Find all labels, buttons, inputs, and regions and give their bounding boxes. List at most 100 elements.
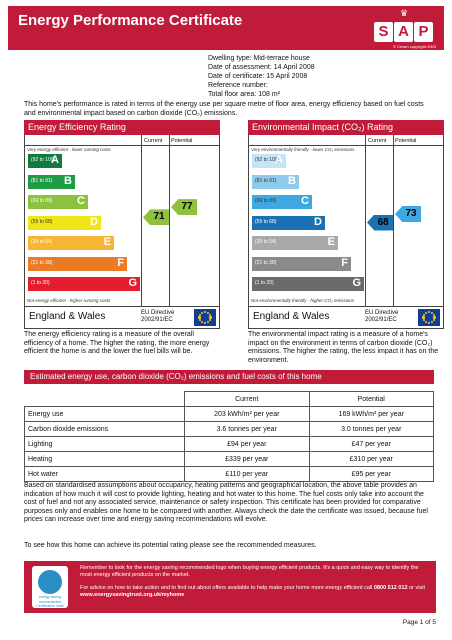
band-letter: F (341, 256, 348, 269)
band-letter: A (275, 154, 283, 166)
band-letter: D (314, 215, 322, 228)
efficiency-band-a: (92 to 100) A (28, 154, 62, 168)
costs-col-current: Current (184, 391, 310, 407)
sap-logo: ♛ S A P © Crown copyright 2003 (372, 8, 436, 49)
eu-directive-code: 2002/91/EC (365, 317, 397, 323)
table-row: Hot water £110 per year £95 per year (24, 466, 434, 482)
eu-star (203, 310, 207, 314)
page-title: Energy Performance Certificate (18, 12, 243, 29)
environment-band-b: (81 to 91) B (252, 174, 299, 189)
environment-scale: Current Potential Very environmentally f… (248, 135, 444, 307)
dwelling-type: Dwelling type: Mid-terrace house (208, 55, 310, 62)
band-range: (1 to 20) (255, 280, 274, 286)
eu-directive: EU Directive 2002/91/EC (141, 310, 174, 324)
row-label: Carbon dioxide emissions (24, 421, 185, 437)
badge-line: energy saving (39, 595, 61, 599)
efficiency-col-current: Current (144, 138, 163, 144)
row-potential: 3.0 tonnes per year (308, 421, 434, 437)
environment-band-f: (21 to 38) F (252, 256, 351, 271)
efficiency-band-g: (1 to 20) G (28, 277, 140, 291)
table-row: Lighting £94 per year £47 per year (24, 436, 434, 452)
basis-text: Based on standardised assumptions about … (24, 482, 428, 524)
band-letter: E (103, 236, 111, 248)
band-range: (21 to 38) (31, 259, 53, 266)
copyright-note: © Crown copyright 2003 (393, 44, 436, 49)
environment-potential-rating: 73 (395, 205, 421, 222)
eu-star (199, 319, 202, 322)
badge-line: Certification mark (36, 604, 64, 608)
advice-bar: energy saving recommended Certification … (24, 561, 436, 613)
advice-text: or visit (407, 585, 425, 591)
eu-star (208, 319, 211, 322)
environment-band-e: (39 to 54) E (252, 236, 338, 250)
sap-letter-s: S (374, 22, 393, 42)
efficiency-col-potential: Potential (171, 138, 193, 144)
efficiency-band-d: (55 to 68) D (28, 215, 101, 230)
band-letter: D (90, 215, 98, 228)
row-potential: £310 per year (308, 451, 434, 467)
environment-description: The environmental impact rating is a mea… (248, 331, 439, 364)
row-label: Lighting (24, 436, 185, 452)
eu-star (425, 311, 428, 314)
environment-panel: Environmental Impact (CO₂) Rating Curren… (248, 120, 444, 365)
environment-band-g: (1 to 20) G (252, 277, 364, 291)
efficiency-band-c: (69 to 80) C (28, 195, 88, 209)
eu-star (425, 321, 428, 324)
eu-directive-label: EU Directive (365, 310, 399, 316)
band-letter: G (128, 277, 137, 289)
eu-star (427, 321, 431, 325)
efficiency-scale: Current Potential Very energy efficient … (24, 135, 220, 307)
eu-star (198, 316, 201, 319)
band-letter: C (77, 195, 85, 207)
efficiency-current-rating: 71 (143, 209, 169, 226)
efficiency-band-e: (39 to 54) E (28, 236, 114, 250)
band-letter: A (51, 154, 59, 166)
advice-paragraph-2: For advice on how to take action and to … (80, 585, 430, 599)
energy-saving-recommended-logo: energy saving recommended Certification … (32, 566, 68, 608)
table-row: Energy use 203 kWh/m² per year 169 kWh/m… (24, 406, 434, 422)
intro-text: This home's performance is rated in term… (24, 101, 424, 117)
region-label: England & Wales (253, 311, 330, 322)
row-current: 203 kWh/m² per year (184, 406, 310, 422)
recommendation-note: To see how this home can achieve its pot… (24, 542, 317, 549)
advice-text: For advice on how to take action and to … (80, 585, 374, 591)
eu-star (432, 319, 435, 322)
environment-col-current: Current (368, 138, 387, 144)
eu-directive-label: EU Directive (141, 310, 175, 316)
efficiency-band-f: (21 to 38) F (28, 256, 127, 271)
environment-col-potential: Potential (395, 138, 417, 144)
row-potential: £47 per year (308, 436, 434, 452)
costs-col-potential: Potential (308, 391, 434, 407)
row-current: £110 per year (184, 466, 310, 482)
eu-directive-code: 2002/91/EC (141, 317, 173, 323)
band-range: (1 to 20) (31, 280, 50, 286)
eu-directive: EU Directive 2002/91/EC (365, 310, 398, 324)
band-range: (21 to 38) (255, 259, 277, 266)
band-range: (55 to 68) (255, 218, 277, 225)
house-icon (38, 570, 62, 594)
advice-link[interactable]: www.energysavingtrust.org.uk/myhome (80, 592, 185, 598)
band-range: (81 to 91) (255, 177, 277, 184)
eu-star (423, 319, 426, 322)
band-letter: C (301, 195, 309, 207)
row-label: Heating (24, 451, 185, 467)
environment-footer: England & Wales EU Directive 2002/91/EC (248, 307, 444, 329)
certificate-date: Date of certificate: 15 April 2008 (208, 73, 308, 80)
table-row: Heating £339 per year £310 per year (24, 451, 434, 467)
assessment-date: Date of assessment: 14 April 2008 (208, 64, 315, 71)
efficiency-bottom-note: Not energy efficient - higher running co… (27, 298, 111, 303)
region-label: England & Wales (29, 311, 106, 322)
advice-phone: 0800 512 012 (373, 585, 408, 591)
eu-star (203, 321, 207, 325)
eu-flag-icon (418, 309, 440, 326)
band-letter: E (327, 236, 335, 248)
eu-star (430, 311, 433, 314)
efficiency-band-b: (81 to 91) B (28, 174, 75, 189)
eu-star (201, 311, 204, 314)
efficiency-potential-rating: 77 (171, 199, 197, 216)
reference-number: Reference number: (208, 82, 268, 89)
environment-title: Environmental Impact (CO₂) Rating (248, 120, 444, 135)
band-range: (39 to 54) (31, 239, 53, 245)
row-label: Hot water (24, 466, 185, 482)
efficiency-top-note: Very energy efficient - lower running co… (27, 147, 111, 152)
